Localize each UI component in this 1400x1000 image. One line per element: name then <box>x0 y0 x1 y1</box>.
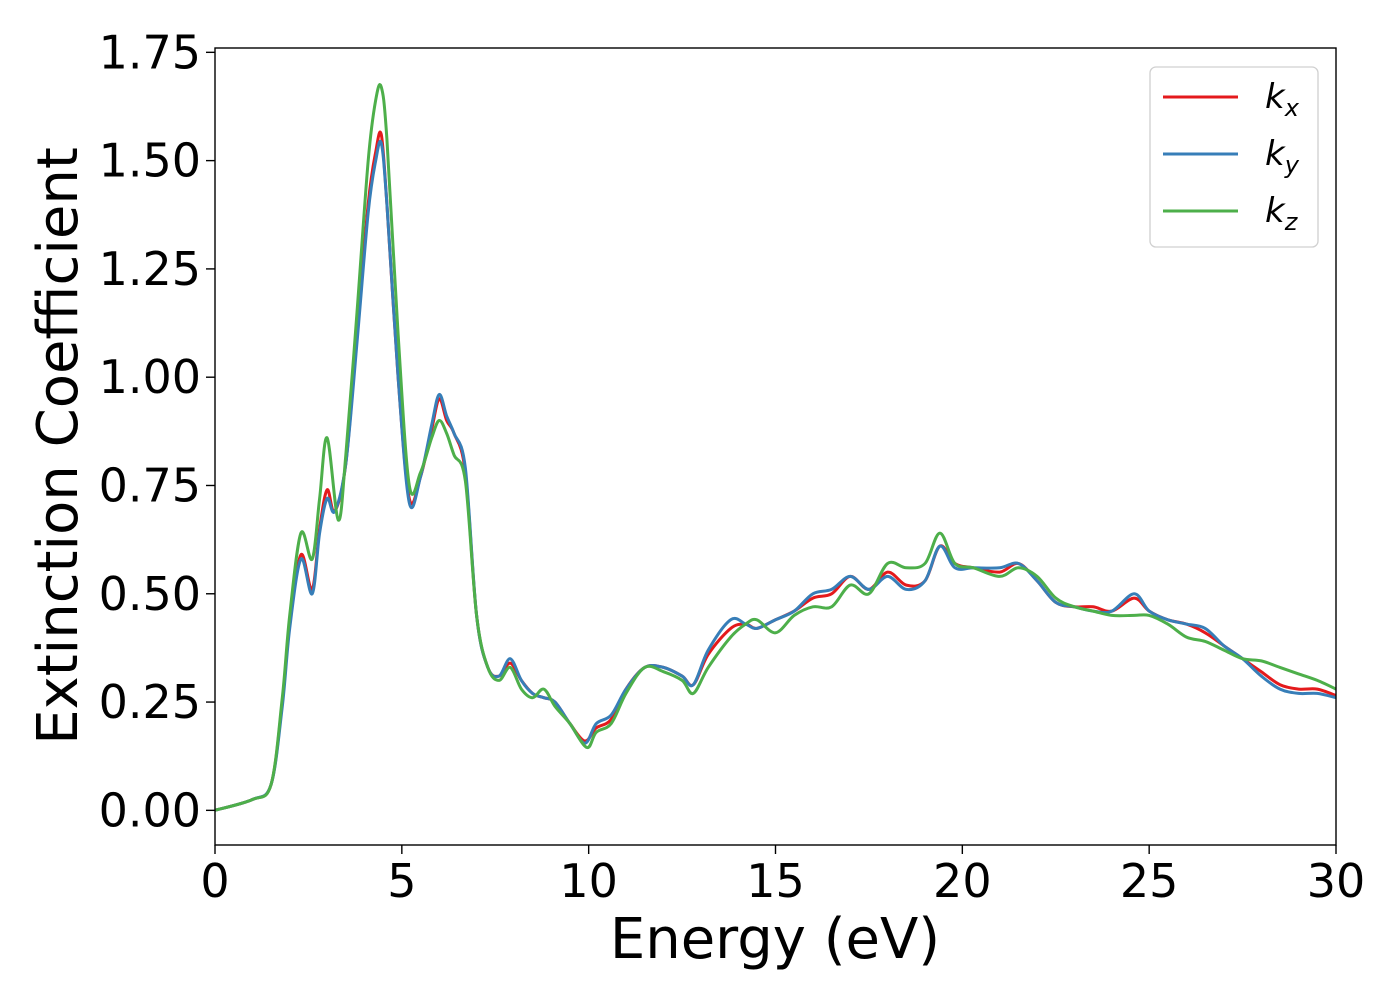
y-axis-title: Extinction Coefficient <box>26 147 91 745</box>
x-tick-label: 15 <box>746 854 805 908</box>
x-tick-label: 5 <box>387 854 416 908</box>
legend-label-kz: kz <box>1265 191 1299 236</box>
x-axis: 0 5 10 15 20 25 30 <box>200 845 1365 908</box>
series-line-kz <box>215 83 1336 812</box>
x-tick-label: 20 <box>933 854 992 908</box>
y-tick-label: 1.75 <box>99 25 201 79</box>
y-tick-label: 0.75 <box>99 458 201 512</box>
x-tick-label: 10 <box>559 854 618 908</box>
y-tick-label: 1.25 <box>99 242 201 296</box>
x-tick-label: 30 <box>1307 854 1366 908</box>
y-tick-label: 0.50 <box>99 567 201 621</box>
legend: kx ky kz <box>1149 66 1319 248</box>
legend-label-ky: ky <box>1265 134 1300 179</box>
y-tick-label: 1.50 <box>99 134 201 188</box>
y-tick-label: 0.25 <box>99 675 201 729</box>
x-tick-label: 0 <box>200 854 229 908</box>
legend-label-kx: kx <box>1265 77 1300 122</box>
x-axis-title: Energy (eV) <box>610 907 940 972</box>
y-tick-label: 0.00 <box>99 783 201 837</box>
y-tick-label: 1.00 <box>99 350 201 404</box>
y-axis: 0.00 0.25 0.50 0.75 1.00 1.25 1.50 1.75 <box>99 25 215 837</box>
x-tick-label: 25 <box>1120 854 1179 908</box>
legend-box <box>1149 66 1319 248</box>
series-lines <box>215 83 1336 812</box>
